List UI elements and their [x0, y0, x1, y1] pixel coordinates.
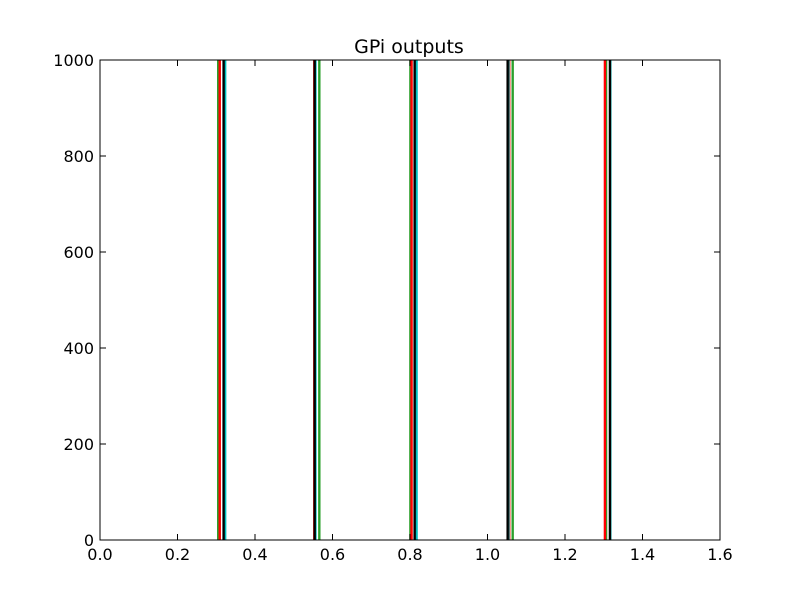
y-tick-label: 600: [63, 243, 94, 262]
x-tick-label: 1.4: [630, 545, 655, 564]
x-tick-label: 0.8: [397, 545, 422, 564]
chart-title: GPi outputs: [354, 36, 464, 58]
x-axis-ticks: 0.0 0.2 0.4 0.6 0.8 1.0 1.2 1.4 1.6: [87, 60, 733, 564]
x-tick-label: 1.0: [475, 545, 500, 564]
y-tick-label: 800: [63, 147, 94, 166]
y-tick-label: 0: [84, 531, 94, 550]
series-line-3: [100, 59, 682, 541]
y-tick-label: 200: [63, 435, 94, 454]
series-line-2: [100, 59, 682, 541]
x-tick-label: 1.6: [707, 545, 732, 564]
x-tick-label: 0.6: [320, 545, 345, 564]
y-axis-ticks: 0 200 400 600 800 1000: [53, 51, 720, 550]
y-tick-label: 400: [63, 339, 94, 358]
x-tick-label: 1.2: [552, 545, 577, 564]
series-line-4: [100, 59, 682, 541]
plot-frame: [99, 59, 721, 541]
series-line-1: [100, 59, 682, 541]
x-tick-label: 0.2: [165, 545, 190, 564]
x-tick-label: 0.4: [242, 545, 267, 564]
x-tick-label: 0.0: [87, 545, 112, 564]
plot-series-group: [100, 59, 682, 541]
y-tick-label: 1000: [53, 51, 94, 70]
